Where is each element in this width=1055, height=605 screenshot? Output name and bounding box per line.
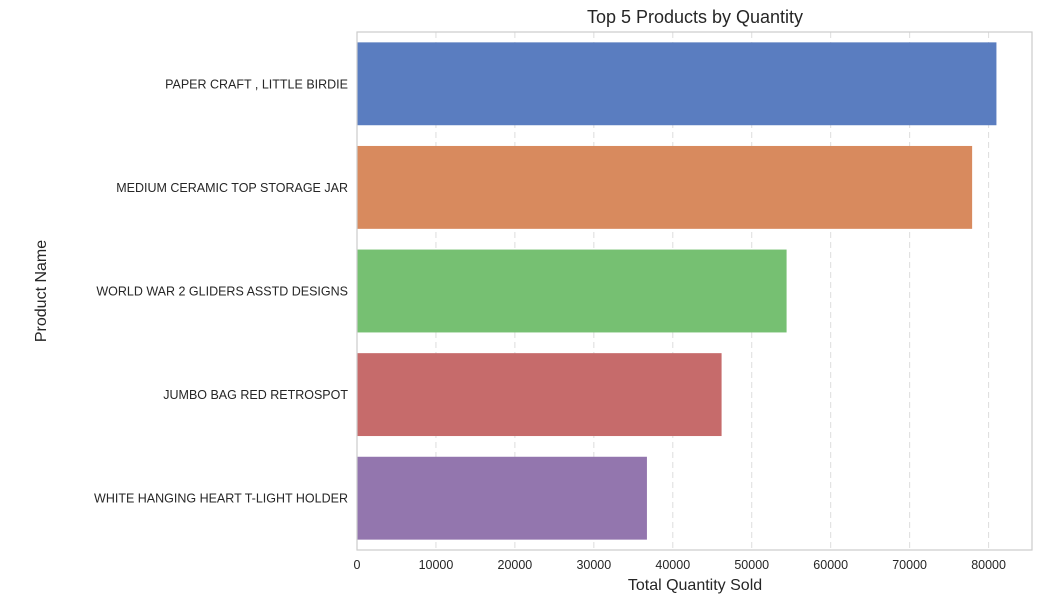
category-label: WORLD WAR 2 GLIDERS ASSTD DESIGNS (96, 285, 348, 299)
category-label: JUMBO BAG RED RETROSPOT (163, 388, 348, 402)
bar (357, 42, 997, 126)
x-tick-label: 60000 (813, 558, 848, 572)
x-tick-label: 0 (354, 558, 361, 572)
x-tick-label: 50000 (734, 558, 769, 572)
x-axis-label: Total Quantity Sold (628, 577, 762, 594)
category-label: PAPER CRAFT , LITTLE BIRDIE (165, 77, 348, 91)
x-tick-label: 30000 (576, 558, 611, 572)
y-category-labels: PAPER CRAFT , LITTLE BIRDIE MEDIUM CERAMI… (94, 77, 348, 505)
category-label: MEDIUM CERAMIC TOP STORAGE JAR (116, 181, 348, 195)
x-tick-label: 70000 (892, 558, 927, 572)
x-tick-label: 80000 (971, 558, 1006, 572)
bars (357, 42, 997, 540)
chart-title: Top 5 Products by Quantity (587, 7, 803, 27)
bar (357, 353, 722, 437)
x-tick-label: 40000 (655, 558, 690, 572)
x-tick-label: 20000 (498, 558, 533, 572)
bar (357, 456, 647, 540)
x-tick-label: 10000 (419, 558, 454, 572)
bar (357, 249, 787, 333)
plot-frame (356, 31, 1033, 551)
category-label: WHITE HANGING HEART T-LIGHT HOLDER (94, 492, 348, 506)
y-axis-label: Product Name (33, 240, 50, 342)
x-tick-labels: 0 10000 20000 30000 40000 50000 60000 70000 8000… (354, 558, 1006, 572)
bar (357, 145, 973, 229)
